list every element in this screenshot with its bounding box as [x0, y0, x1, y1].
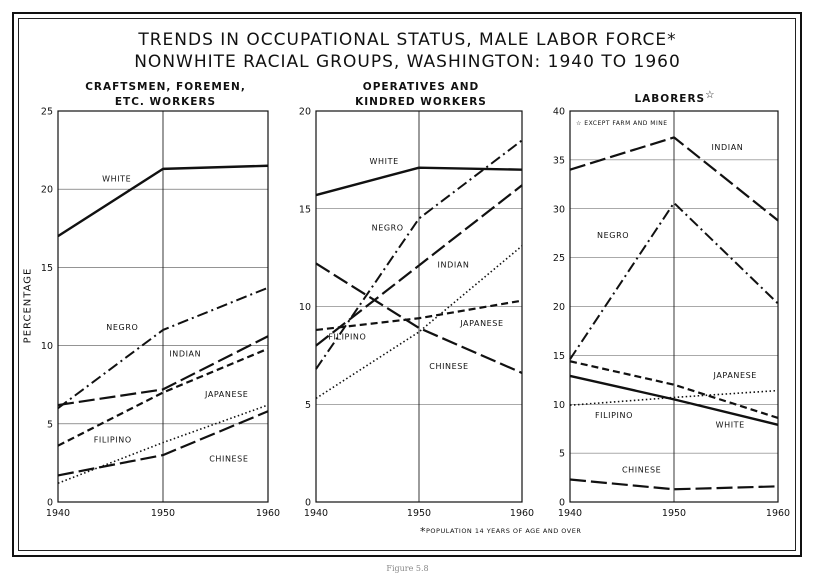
panel-title-laborers-star: ☆	[705, 89, 716, 101]
panel-3-y-tick-label: 40	[553, 107, 565, 118]
outer-frame	[12, 12, 802, 557]
inner-frame	[18, 18, 796, 551]
panel-3-series-label-negro: NEGRO	[597, 231, 629, 240]
panel-title-operatives: OPERATIVES AND KINDRED WORKERS	[316, 80, 526, 110]
panel-1-series-white	[57, 164, 269, 238]
panel-3-y-tick-label: 25	[553, 253, 565, 264]
panel-2-series-label-indian: INDIAN	[438, 260, 470, 269]
panel-2-y-tick-label: 15	[299, 204, 311, 215]
panel-2-y-tick-label: 10	[299, 302, 311, 313]
panel-3-plot-border	[569, 110, 779, 503]
panel-1-y-tick-label: 5	[47, 419, 53, 430]
title-line-1-text: TRENDS IN OCCUPATIONAL STATUS, MALE LABO…	[138, 30, 668, 50]
figure-caption: Figure 5.8	[386, 564, 429, 573]
panel-1-plot-border	[57, 110, 269, 503]
panel-1-series-label-filipino: FILIPINO	[94, 436, 132, 445]
footnote-asterisk: *	[420, 525, 426, 538]
panel-1-series-label-white: WHITE	[102, 174, 131, 183]
panel-title-craftsmen-line-1: CRAFTSMEN, FOREMEN,	[85, 81, 246, 93]
panel-1-series-filipino	[57, 404, 269, 484]
panel-2-series-filipino	[315, 245, 523, 400]
panel-2-series-label-japanese: JAPANESE	[459, 319, 503, 328]
panel-title-laborers-text: LABORERS	[634, 93, 706, 105]
panel-2-y-tick-label: 5	[305, 400, 311, 411]
panel-3-series-filipino	[569, 389, 779, 407]
panel-2-series-japanese	[315, 299, 523, 332]
panel-title-craftsmen-line-2: ETC. WORKERS	[114, 96, 217, 108]
panel-3-y-tick-label: 10	[553, 400, 565, 411]
footnote-text: POPULATION 14 YEARS OF AGE AND OVER	[426, 527, 582, 535]
panel-3-y-tick-label: 20	[553, 302, 565, 313]
panel-1-series-japanese	[57, 347, 269, 447]
panel-title-operatives-line-2: KINDRED WORKERS	[355, 96, 487, 108]
chart-title-line-2: NONWHITE RACIAL GROUPS, WASHINGTON: 1940…	[0, 52, 815, 72]
panel-3-series-indian	[569, 136, 779, 222]
panel-3-series-label-white: WHITE	[716, 421, 745, 430]
panel-2-series-label-filipino: FILIPINO	[328, 333, 366, 342]
panel-3-x-tick-label: 1950	[662, 508, 686, 519]
panel-1-y-tick-label: 0	[47, 498, 53, 509]
panel-1-series-indian	[57, 335, 269, 407]
chart-title-line-1: TRENDS IN OCCUPATIONAL STATUS, MALE LABO…	[0, 30, 815, 50]
panel-1-y-tick-label: 10	[41, 341, 53, 352]
panel-2-series-negro	[315, 139, 523, 370]
panel-3-series-japanese	[569, 360, 779, 419]
panel-3-x-tick-label: 1940	[558, 508, 582, 519]
population-footnote: *POPULATION 14 YEARS OF AGE AND OVER	[420, 525, 581, 538]
title-line-2-text: NONWHITE RACIAL GROUPS, WASHINGTON: 1940…	[134, 52, 681, 72]
panel-2-series-chinese	[315, 262, 523, 374]
panel-3-y-tick-label: 35	[553, 155, 565, 166]
panel-2-series-white	[315, 166, 523, 197]
panel-2-x-tick-label: 1950	[407, 508, 431, 519]
panel-3-series-label-chinese: CHINESE	[622, 466, 661, 475]
panel-3-series-white	[569, 374, 779, 426]
panel-3-x-tick-label: 1960	[766, 508, 790, 519]
panel-3-y-tick-label: 30	[553, 204, 565, 215]
panel-3-series-label-indian: INDIAN	[711, 143, 743, 152]
panel-3-series-label-japanese: JAPANESE	[713, 371, 757, 380]
panel-1-y-tick-label: 15	[41, 263, 53, 274]
panel-2-plot-border	[315, 110, 523, 503]
laborers-footnote: ☆ EXCEPT FARM AND MINE	[576, 120, 668, 127]
title-asterisk: *	[667, 30, 677, 50]
panel-3-y-tick-label: 5	[559, 449, 565, 460]
panel-3-series-label-filipino: FILIPINO	[595, 411, 633, 420]
panel-1-series-negro	[57, 286, 269, 409]
panel-1-x-tick-label: 1940	[46, 508, 70, 519]
panel-1-x-tick-label: 1950	[151, 508, 175, 519]
panel-title-laborers: LABORERS☆	[570, 88, 780, 107]
panel-1-series-label-negro: NEGRO	[106, 323, 138, 332]
panel-2-y-tick-label: 0	[305, 498, 311, 509]
panel-2-series-label-chinese: CHINESE	[429, 362, 468, 371]
panel-3-y-tick-label: 0	[559, 498, 565, 509]
panel-title-operatives-line-1: OPERATIVES AND	[362, 81, 480, 93]
panel-1-series-label-chinese: CHINESE	[209, 454, 248, 463]
panel-1-y-tick-label: 20	[41, 185, 53, 196]
panel-3-series-chinese	[569, 478, 779, 491]
panel-1-series-label-japanese: JAPANESE	[204, 390, 248, 399]
panel-1-x-tick-label: 1960	[256, 508, 280, 519]
panel-2-series-label-white: WHITE	[370, 157, 399, 166]
panel-2-x-tick-label: 1940	[304, 508, 328, 519]
panel-2-series-label-negro: NEGRO	[372, 223, 404, 232]
panel-2-y-tick-label: 20	[299, 107, 311, 118]
panel-title-craftsmen: CRAFTSMEN, FOREMEN, ETC. WORKERS	[58, 80, 273, 110]
panel-2-x-tick-label: 1960	[510, 508, 534, 519]
panel-3-y-tick-label: 15	[553, 351, 565, 362]
panel-1-series-label-indian: INDIAN	[169, 350, 201, 359]
panel-1-series-chinese	[57, 410, 269, 477]
panel-1-y-tick-label: 25	[41, 107, 53, 118]
panel-2-series-indian	[315, 184, 523, 347]
